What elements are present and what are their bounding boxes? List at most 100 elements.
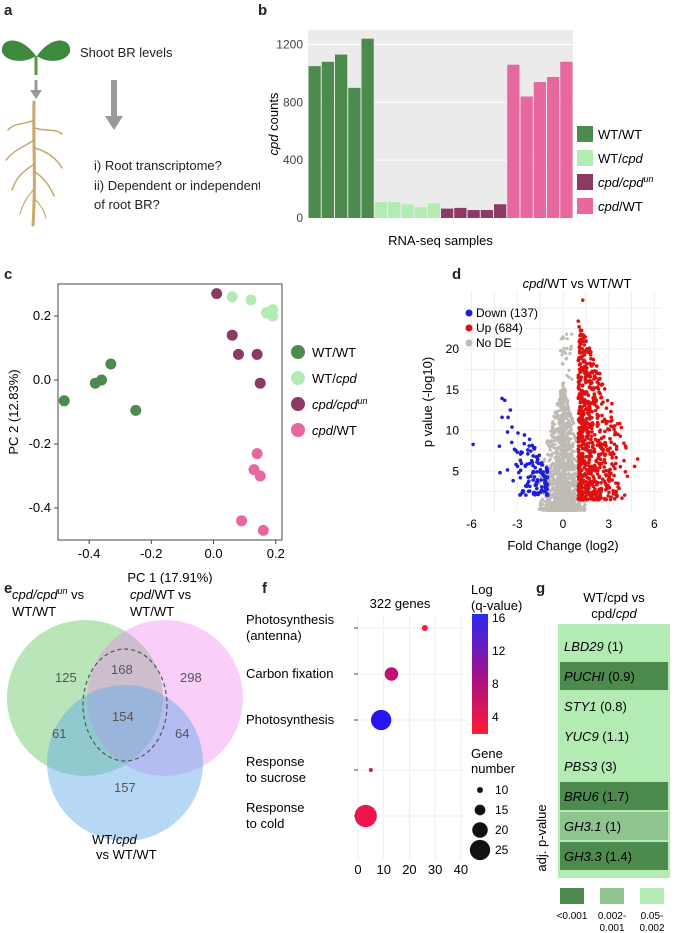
up-point <box>614 444 619 449</box>
no-de-point <box>548 488 552 492</box>
no-de-point <box>564 507 568 511</box>
no-de-point <box>568 484 572 488</box>
up-point <box>589 401 594 405</box>
down-point <box>526 489 531 494</box>
no-de-point <box>562 465 566 469</box>
no-de-point <box>568 497 572 501</box>
down-point <box>502 398 507 403</box>
no-de-point <box>552 491 556 496</box>
no-de-point <box>561 404 565 408</box>
up-point <box>597 497 601 502</box>
up-point <box>581 425 585 430</box>
x-axis-label: Fold Change (log2) <box>507 538 618 553</box>
y-tick-label: 400 <box>283 153 303 167</box>
up-point <box>585 497 589 502</box>
up-point <box>590 492 595 497</box>
up-point <box>605 447 610 452</box>
no-de-point <box>558 492 563 496</box>
down-point <box>527 444 531 448</box>
up-point <box>590 430 594 434</box>
no-de-point <box>565 432 570 436</box>
y-tick-label: 800 <box>283 95 303 109</box>
up-point <box>597 474 602 479</box>
up-point <box>584 442 589 446</box>
up-point <box>579 366 584 370</box>
up-point <box>587 464 592 468</box>
category-label: Response <box>246 800 305 815</box>
no-de-point <box>566 455 571 459</box>
bar <box>533 82 546 218</box>
right-cotyledon-icon <box>37 40 71 61</box>
bar <box>427 203 440 218</box>
up-point <box>600 477 605 482</box>
up-point <box>603 452 608 456</box>
up-point <box>612 452 616 456</box>
no-de-point <box>566 457 570 462</box>
up-point <box>580 410 584 415</box>
no-de-point <box>564 462 569 466</box>
enrichment-dot <box>421 625 428 631</box>
no-de-point <box>569 446 573 450</box>
no-de-point <box>554 427 558 432</box>
up-point <box>598 491 603 496</box>
x-axis-label: PC 1 (17.91%) <box>127 570 212 584</box>
up-point <box>623 444 628 448</box>
down-point <box>539 462 544 467</box>
y-axis-label: cpd counts <box>266 92 281 155</box>
up-point <box>587 379 591 384</box>
no-de-point <box>569 344 573 348</box>
up-point <box>586 444 590 449</box>
heatmap-cell <box>560 782 668 810</box>
bar <box>441 208 454 218</box>
down-point <box>529 449 533 453</box>
up-point <box>582 343 587 347</box>
down-point <box>526 475 531 480</box>
down-point <box>541 470 545 474</box>
no-de-point <box>564 398 568 402</box>
down-point <box>542 478 547 482</box>
colorbar-tick: 4 <box>492 710 499 724</box>
no-de-point <box>567 467 571 472</box>
size-legend-title: Gene <box>471 746 503 761</box>
up-point <box>592 392 597 396</box>
up-point <box>581 479 586 484</box>
up-point <box>593 479 598 484</box>
no-de-point <box>564 357 568 361</box>
up-point <box>582 403 587 408</box>
y-tick-label: 20 <box>446 342 460 356</box>
up-point <box>578 376 583 381</box>
pca-point <box>267 310 279 322</box>
no-de-point <box>561 454 565 458</box>
up-point <box>612 442 617 446</box>
up-point <box>578 430 583 435</box>
up-point <box>595 443 600 447</box>
up-point <box>597 440 601 444</box>
up-point <box>602 465 606 469</box>
colorbar-title: (q-value) <box>471 598 522 613</box>
up-point <box>604 487 608 492</box>
venn-set-b <box>87 620 243 776</box>
no-de-point <box>556 498 560 502</box>
up-point <box>576 411 581 416</box>
up-point <box>608 446 612 450</box>
pca-point <box>105 358 117 370</box>
dashed-highlight <box>82 648 168 762</box>
up-point <box>576 447 581 452</box>
up-point <box>612 497 617 501</box>
no-de-point <box>561 501 565 505</box>
bar-chart-cpd-counts: 0 400 800 1200 RNA-seq samples cpd counts WT/W… <box>266 30 654 248</box>
venn-count-ab: 168 <box>111 662 133 677</box>
no-de-point <box>555 508 559 512</box>
x-tick-label: 40 <box>454 862 468 877</box>
up-point <box>589 434 594 438</box>
up-point <box>585 485 589 489</box>
y-tick-label: 10 <box>446 424 460 438</box>
up-point <box>602 457 607 462</box>
venn-count-c: 157 <box>114 780 136 795</box>
no-de-point <box>547 443 551 447</box>
up-point <box>597 371 602 376</box>
bar <box>388 202 401 218</box>
bar <box>335 54 348 219</box>
no-de-point <box>549 444 554 448</box>
no-de-point <box>553 470 557 474</box>
